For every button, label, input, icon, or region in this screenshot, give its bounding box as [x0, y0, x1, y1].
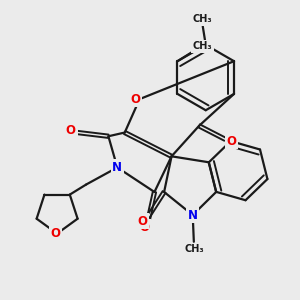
- Text: O: O: [138, 215, 148, 228]
- Text: O: O: [227, 135, 237, 148]
- Text: O: O: [130, 93, 140, 106]
- Text: O: O: [50, 227, 60, 240]
- Text: O: O: [66, 124, 76, 137]
- Text: CH₃: CH₃: [193, 41, 212, 51]
- Text: CH₃: CH₃: [184, 244, 204, 254]
- Text: O: O: [140, 221, 149, 234]
- Text: N: N: [188, 208, 198, 221]
- Text: CH₃: CH₃: [193, 14, 212, 24]
- Text: N: N: [112, 161, 122, 174]
